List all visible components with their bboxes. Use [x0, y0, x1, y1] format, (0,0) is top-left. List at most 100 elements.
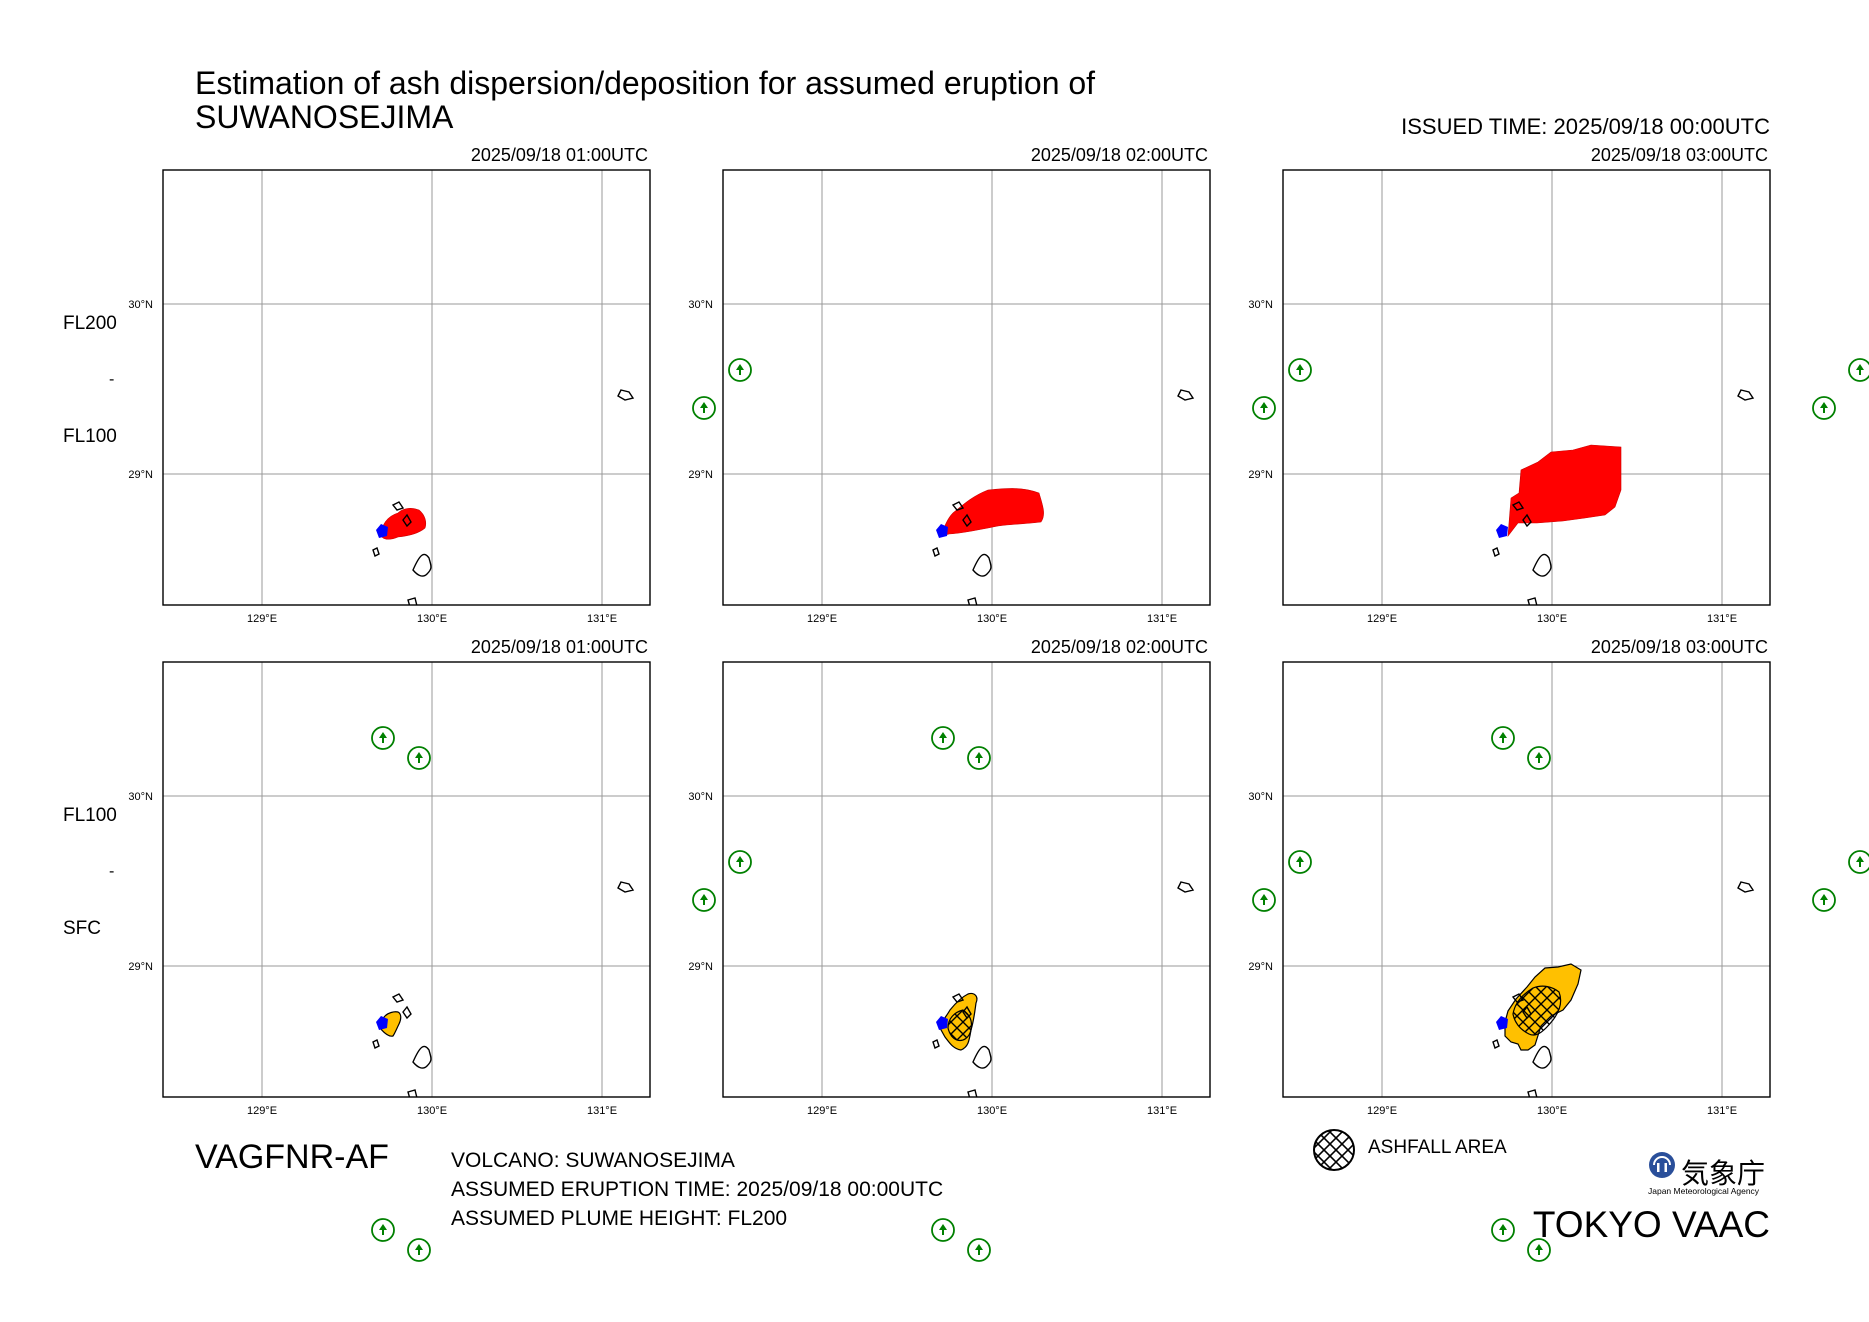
coastline [1177, 389, 1195, 401]
lon-tick-label: 131°E [587, 613, 617, 625]
coastlines [815, 881, 1195, 1261]
coastline [1492, 1039, 1500, 1049]
lon-tick-label: 129°E [247, 1105, 277, 1117]
volcano-marker [376, 1016, 388, 1030]
coastline [657, 888, 711, 930]
station-arrow-icon [1820, 402, 1828, 413]
panel-time-upper-3: 2025/09/18 03:00UTC [1590, 145, 1768, 165]
panel-frame [162, 169, 651, 606]
coastline [962, 513, 972, 528]
lower-layer-bottom-label: SFC [63, 918, 101, 939]
coastline [391, 501, 405, 511]
upper-layer-bottom-label: FL100 [63, 426, 117, 447]
ash-plume-area [381, 508, 427, 540]
station-circle-marker [1527, 1238, 1551, 1262]
station-arrow-icon [1499, 732, 1507, 743]
station-arrow-icon [1296, 856, 1304, 867]
coastline [1471, 644, 1481, 649]
lon-tick-label: 130°E [417, 613, 447, 625]
plume-height: ASSUMED PLUME HEIGHT: FL200 [451, 1207, 788, 1230]
station-circle-marker [692, 396, 716, 420]
coastline [1855, 310, 1863, 328]
coastline [1511, 993, 1525, 1003]
station-circle-marker [1812, 888, 1836, 912]
coastline [1522, 1005, 1532, 1020]
station-circle-marker [407, 746, 431, 770]
lat-tick-label: 30°N [688, 299, 713, 311]
coastline [932, 1039, 940, 1049]
station-circle-marker [967, 746, 991, 770]
lat-tick-label: 30°N [1248, 791, 1273, 803]
panel-frame [162, 661, 651, 1098]
coastline [1375, 1251, 1381, 1261]
coastline [402, 513, 412, 528]
coastline [329, 1188, 335, 1196]
coastline [657, 396, 711, 438]
issued-time: ISSUED TIME: 2025/09/18 00:00UTC [1401, 114, 1770, 139]
station-arrow-icon [1260, 894, 1268, 905]
station-circle-marker [1527, 746, 1551, 770]
station-arrow-icon [700, 894, 708, 905]
station-circle-marker [1288, 850, 1312, 874]
map-panel-lower-2: 30°N 29°N 129°E 130°E 131°E [688, 661, 1312, 1262]
coastline [1855, 802, 1863, 820]
panel-frame [722, 661, 1211, 1098]
upper-layer-separator: - [109, 371, 115, 388]
panel-time-upper-1: 2025/09/18 01:00UTC [470, 145, 648, 165]
map-panel-upper-1: 30°N 29°N 129°E 130°E 131°E [128, 169, 752, 770]
station-arrow-icon [1535, 1244, 1543, 1255]
panel-frame [1282, 661, 1771, 1098]
lat-tick-label: 30°N [128, 791, 153, 803]
lon-tick-label: 131°E [1707, 613, 1737, 625]
panel-frame [1282, 169, 1771, 606]
lat-tick-label: 29°N [128, 961, 153, 973]
lat-tick-label: 29°N [1248, 469, 1273, 481]
eruption-time: ASSUMED ERUPTION TIME: 2025/09/18 00:00U… [451, 1178, 944, 1201]
volcano-marker [1496, 524, 1508, 538]
ashfall-legend-label: ASHFALL AREA [1368, 1137, 1507, 1158]
coastlines [1471, 310, 1863, 649]
lon-tick-label: 130°E [977, 1105, 1007, 1117]
station-circle-marker [967, 1238, 991, 1262]
ash-plume-area [1507, 444, 1622, 537]
station-circle-marker [1252, 888, 1276, 912]
station-circle-marker [931, 1218, 955, 1242]
coastline [815, 1251, 821, 1261]
station-arrow-icon [415, 752, 423, 763]
coastline [412, 553, 432, 577]
station-arrow-icon [975, 1244, 983, 1255]
lon-tick-label: 130°E [1537, 1105, 1567, 1117]
coastline [1532, 553, 1552, 577]
station-circle-marker [1288, 358, 1312, 382]
station-arrow-icon [736, 856, 744, 867]
station-arrow-icon [1535, 752, 1543, 763]
agency-name-kanji: 気象庁 [1681, 1157, 1766, 1190]
station-circle-marker [728, 358, 752, 382]
coastline [1777, 888, 1831, 930]
coastline [412, 1045, 432, 1069]
coastline [1511, 501, 1525, 511]
coastline [255, 1251, 261, 1261]
coastline [423, 1202, 433, 1212]
station-circle-marker [371, 726, 395, 750]
ashfall-hatched-area [1512, 985, 1562, 1036]
station-circle-marker [1848, 358, 1869, 382]
lon-tick-label: 129°E [247, 613, 277, 625]
station-circle-marker [1491, 1218, 1515, 1242]
coastline [962, 1005, 972, 1020]
coastline [932, 547, 940, 557]
map-panel-lower-1: 30°N 29°N 129°E 130°E 131°E [128, 661, 752, 1262]
station-circle-marker [407, 1238, 431, 1262]
map-panel-upper-3: 30°N 29°N 129°E 130°E 131°E [1248, 169, 1869, 770]
product-code: VAGFNR-AF [195, 1138, 389, 1176]
volcano-marker [1496, 1016, 1508, 1030]
panel-time-lower-2: 2025/09/18 02:00UTC [1030, 637, 1208, 657]
station-circle-marker [1812, 396, 1836, 420]
map-panel-lower-3: 30°N 29°N 129°E 130°E 131°E [1248, 661, 1869, 1262]
station-circle-marker [728, 850, 752, 874]
coastline [1777, 396, 1831, 438]
station-arrow-icon [1296, 364, 1304, 375]
volcano-marker [936, 1016, 948, 1030]
station-arrow-icon [415, 1244, 423, 1255]
panel-time-lower-1: 2025/09/18 01:00UTC [470, 637, 648, 657]
